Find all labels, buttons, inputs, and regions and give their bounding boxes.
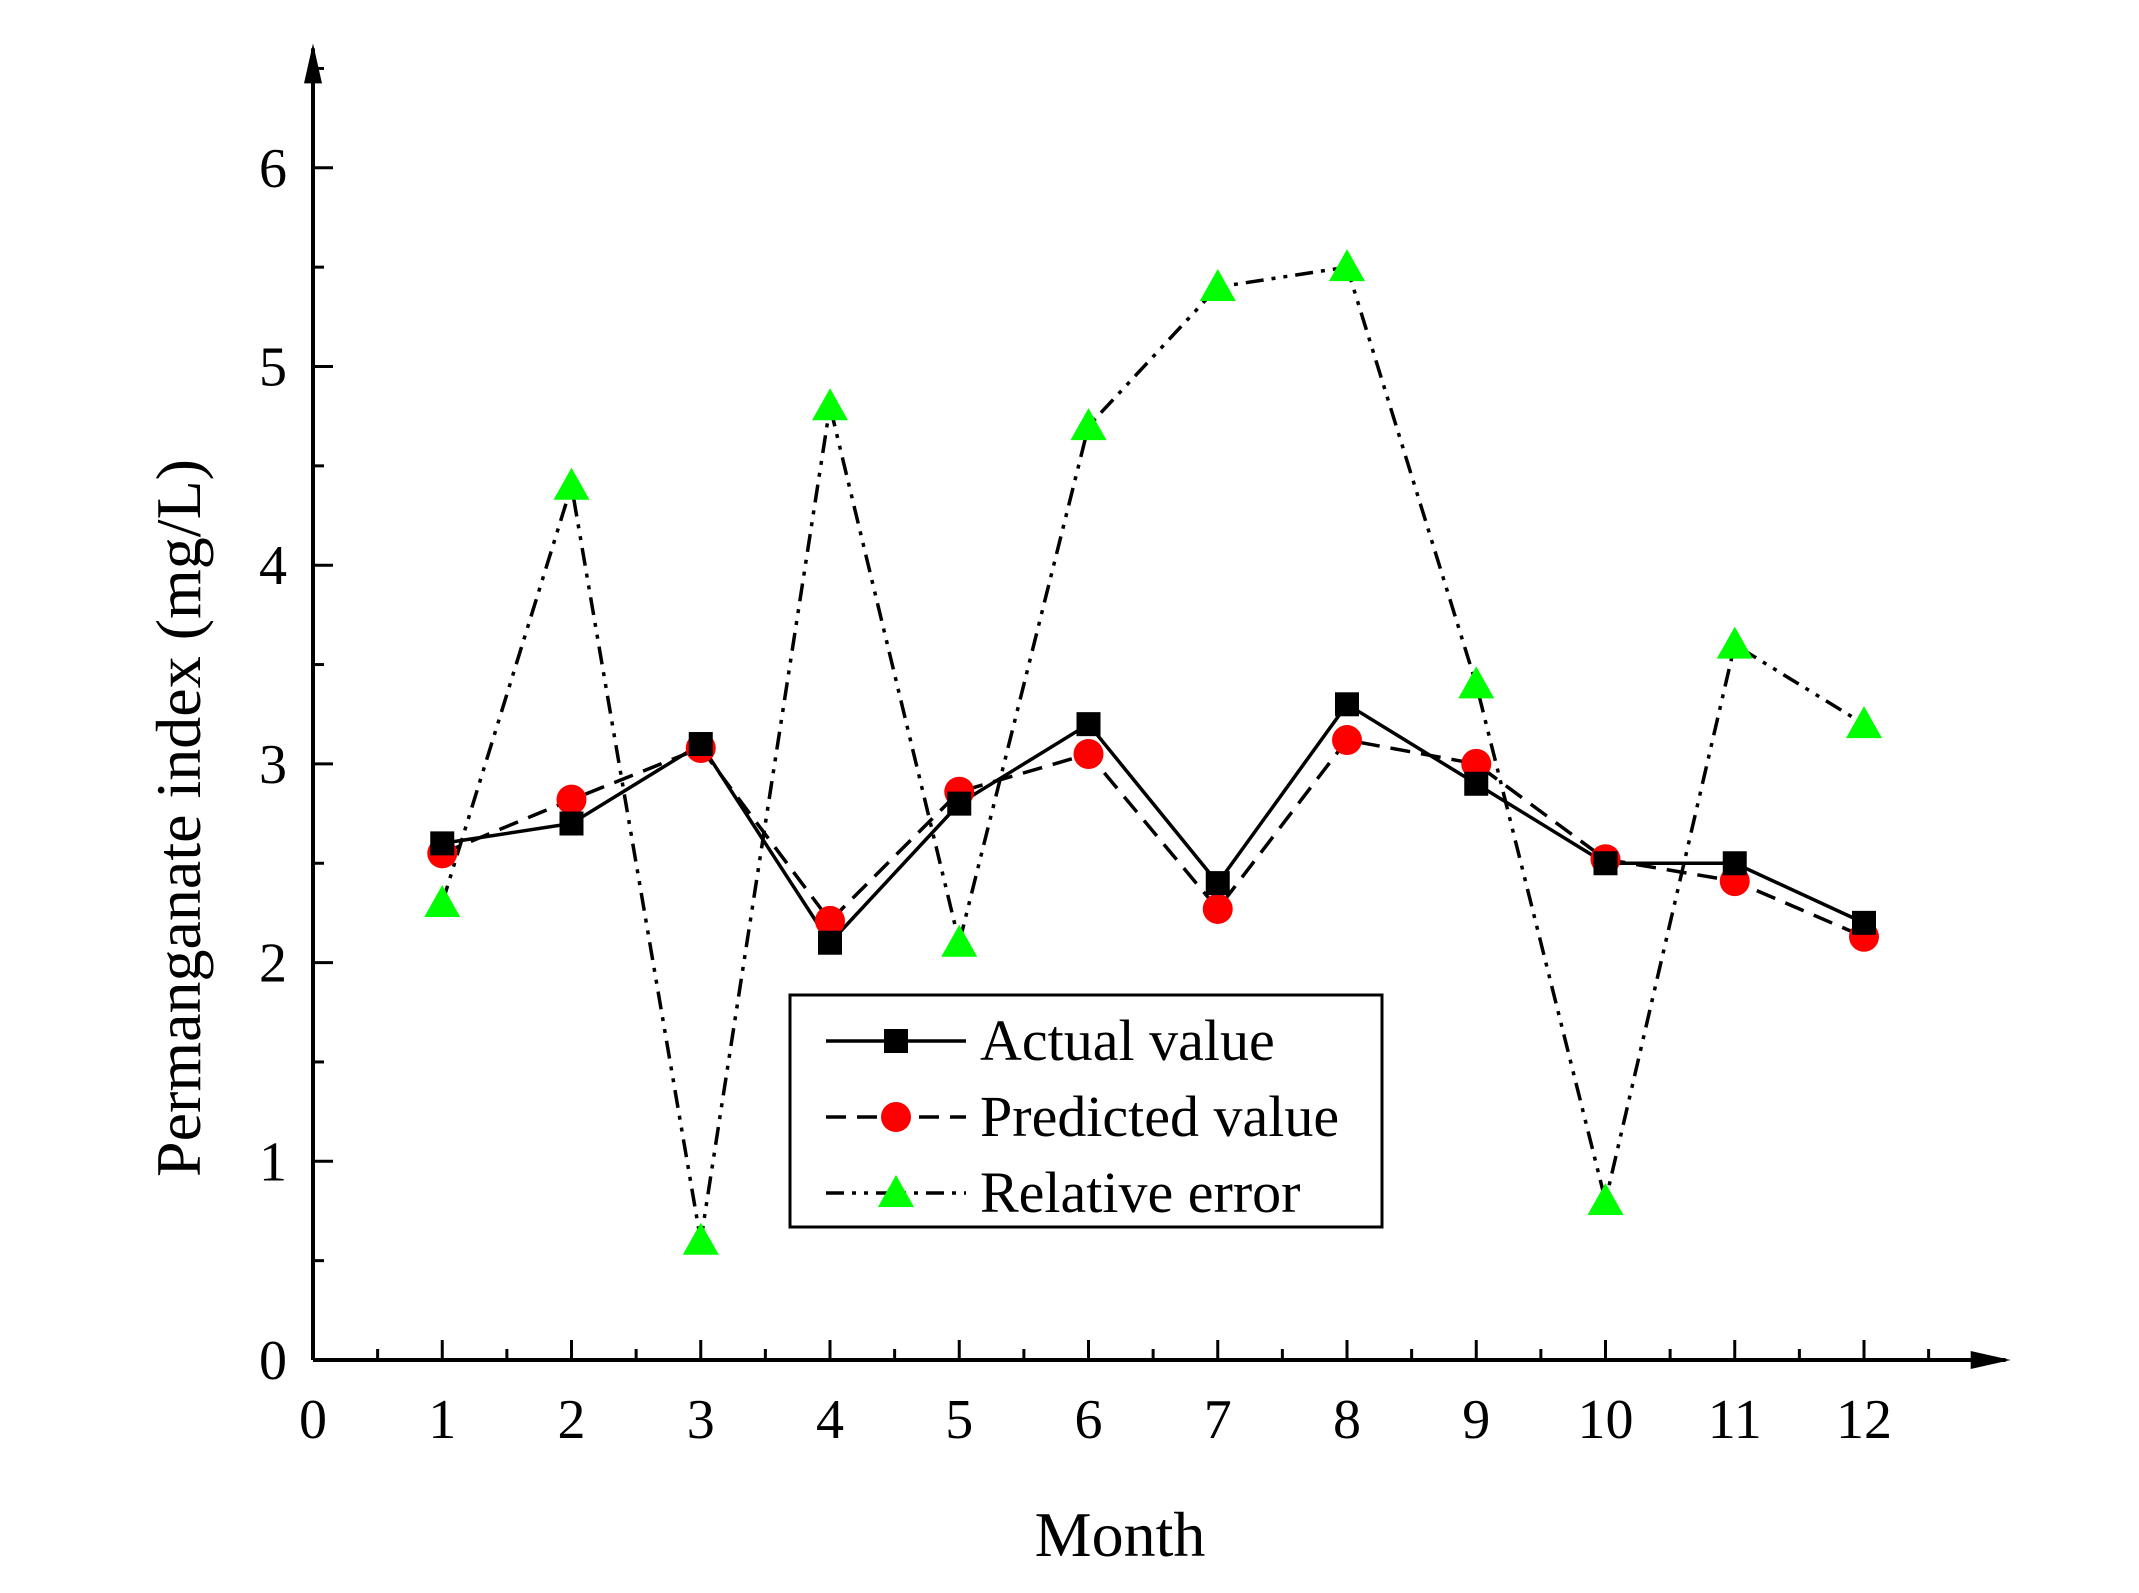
x-tick-label: 1	[428, 1389, 456, 1451]
series-line-predicted-value	[441, 738, 1865, 939]
y-tick-label: 6	[259, 138, 287, 200]
point-relative-error	[812, 388, 848, 421]
legend-label: Predicted value	[980, 1084, 1339, 1149]
x-tick-label: 5	[945, 1389, 973, 1451]
series-layer	[424, 249, 1882, 1255]
x-tick-label: 4	[816, 1389, 844, 1451]
x-tick-label: 10	[1578, 1389, 1634, 1451]
point-relative-error	[1329, 249, 1365, 282]
y-tick-label: 3	[259, 734, 287, 796]
point-actual-value	[1464, 771, 1489, 796]
point-predicted-value	[1461, 748, 1492, 779]
point-predicted-value	[1202, 893, 1233, 924]
y-axis-arrow	[304, 43, 322, 84]
y-tick-label: 4	[259, 535, 287, 597]
point-actual-value	[818, 930, 842, 955]
point-actual-value	[688, 732, 713, 757]
point-actual-value	[1593, 851, 1618, 876]
point-predicted-value	[556, 784, 587, 815]
legend-label: Actual value	[980, 1008, 1275, 1073]
legend-marker	[884, 1029, 908, 1053]
x-tick-label: 12	[1836, 1389, 1892, 1451]
x-tick-label: 6	[1075, 1389, 1103, 1451]
point-relative-error	[424, 884, 461, 917]
point-relative-error	[1458, 666, 1495, 699]
point-actual-value	[430, 831, 455, 856]
x-tick-label: 11	[1708, 1389, 1762, 1451]
y-axis-title: Permanganate index (mg/L)	[143, 459, 214, 1177]
point-actual-value	[559, 811, 584, 836]
point-predicted-value	[815, 905, 845, 936]
point-relative-error	[1199, 269, 1236, 302]
legend-label: Relative error	[980, 1160, 1300, 1225]
x-tick-label: 2	[558, 1389, 586, 1451]
x-tick-label: 9	[1462, 1389, 1490, 1451]
point-relative-error	[941, 924, 978, 957]
x-axis-arrow	[1970, 1351, 2011, 1369]
point-actual-value	[1852, 910, 1876, 935]
x-tick-label: 7	[1204, 1389, 1232, 1451]
point-relative-error	[682, 1222, 719, 1255]
legend: Actual value Predicted value Relative erro…	[788, 993, 1384, 1229]
point-relative-error	[1070, 408, 1107, 441]
point-actual-value	[1205, 871, 1230, 896]
x-axis-title: Month	[1035, 1499, 1206, 1570]
x-tick-label: 8	[1333, 1389, 1361, 1451]
point-actual-value	[1722, 851, 1747, 876]
y-tick-label: 0	[259, 1330, 287, 1392]
point-relative-error	[1716, 626, 1753, 659]
point-predicted-value	[1332, 725, 1362, 756]
series-line-relative-error	[440, 265, 1865, 1242]
y-tick-label: 5	[259, 337, 287, 399]
series-line-actual-value	[441, 701, 1865, 946]
point-predicted-value	[1073, 738, 1104, 769]
x-tick-label: 0	[299, 1389, 327, 1451]
legend-marker	[881, 1102, 911, 1132]
point-actual-value	[1076, 712, 1101, 737]
point-relative-error	[1587, 1183, 1624, 1216]
x-tick-label: 3	[687, 1389, 715, 1451]
y-tick-label: 1	[259, 1131, 287, 1193]
point-actual-value	[947, 791, 972, 816]
legend-marker	[878, 1175, 914, 1207]
point-relative-error	[1846, 706, 1882, 739]
point-relative-error	[553, 467, 590, 500]
point-actual-value	[1335, 692, 1359, 717]
y-tick-label: 2	[259, 933, 287, 995]
